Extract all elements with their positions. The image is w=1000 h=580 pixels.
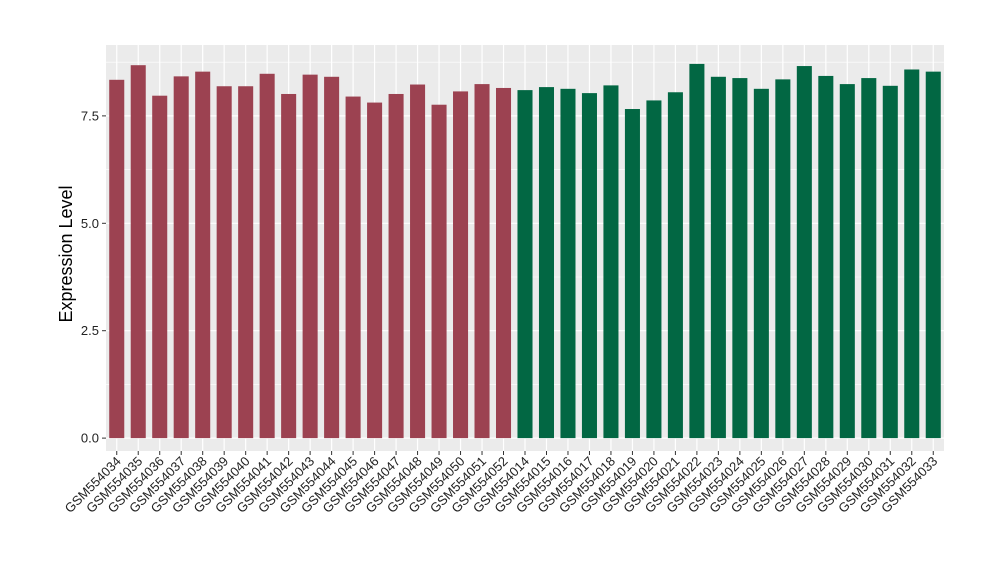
bar: [453, 91, 469, 439]
bar: [560, 88, 576, 439]
bar: [624, 109, 640, 439]
bar: [581, 93, 597, 439]
bar: [646, 100, 662, 439]
bars: [109, 63, 941, 439]
bar: [538, 87, 555, 439]
bar: [345, 96, 361, 439]
bar: [904, 69, 920, 439]
y-tick-label: 7.5: [81, 108, 99, 123]
bar: [710, 76, 726, 439]
bar: [925, 71, 941, 439]
bar: [410, 84, 426, 439]
y-axis-title: Expression Level: [56, 185, 76, 322]
bar: [388, 93, 404, 439]
bar: [302, 74, 318, 439]
bar: [367, 102, 383, 439]
bar: [882, 85, 898, 439]
y-tick-label: 2.5: [81, 323, 99, 338]
bar: [839, 84, 855, 439]
bar: [474, 84, 490, 439]
bar: [861, 78, 877, 439]
bar: [667, 92, 683, 439]
bar: [173, 76, 189, 439]
y-axis: 0.0 2.5 5.0 7.5: [81, 108, 106, 446]
bar: [775, 79, 791, 439]
y-tick-label: 5.0: [81, 216, 99, 231]
bar: [130, 65, 146, 439]
bar: [324, 76, 340, 439]
bar: [517, 90, 533, 439]
y-tick-label: 0.0: [81, 431, 99, 446]
bar: [495, 87, 512, 439]
x-axis: GSM554034GSM554035GSM554036GSM554037GSM5…: [62, 451, 940, 516]
bar: [732, 78, 748, 439]
bar: [818, 75, 834, 439]
bar: [238, 86, 254, 439]
bar: [689, 63, 705, 439]
bar: [753, 88, 769, 439]
bar: [109, 79, 125, 439]
bar: [152, 95, 168, 439]
bar: [259, 73, 275, 439]
bar: [603, 85, 619, 439]
bar: [195, 71, 211, 439]
bar: [431, 104, 447, 439]
bar: [796, 66, 812, 439]
bar: [281, 93, 297, 439]
bar: [216, 86, 232, 439]
